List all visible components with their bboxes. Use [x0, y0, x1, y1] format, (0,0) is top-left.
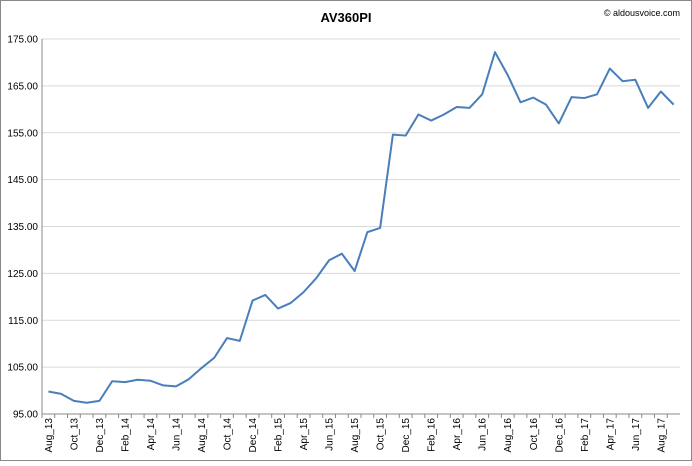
copyright: © aldousvoice.com	[604, 8, 680, 18]
y-tick-label: 95.00	[13, 410, 38, 421]
y-tick-label: 165.00	[7, 81, 38, 92]
x-tick-label: Jun_16	[478, 418, 489, 451]
x-tick-label: Jun_14	[171, 418, 182, 451]
x-tick-label: Feb_14	[120, 418, 131, 452]
x-tick-label: Feb_16	[427, 418, 438, 452]
x-tick-label: Apr_14	[146, 418, 157, 451]
x-tick-label: Jun_15	[325, 418, 336, 451]
y-tick-label: 175.00	[7, 35, 38, 46]
x-tick-label: Oct_13	[69, 418, 80, 451]
x-tick-label: Aug_16	[503, 418, 514, 453]
x-tick-label: Aug_17	[656, 418, 667, 453]
x-tick-label: Dec_14	[248, 418, 259, 453]
series-line	[48, 51, 675, 404]
y-tick-label: 125.00	[7, 269, 38, 280]
y-tick-label: 135.00	[7, 222, 38, 233]
y-tick-label: 155.00	[7, 128, 38, 139]
x-tick-label: Apr_15	[299, 418, 310, 451]
x-tick-label: Aug_15	[350, 418, 361, 453]
x-tick-label: Oct_15	[376, 418, 387, 451]
x-tick-label: Feb_17	[580, 418, 591, 452]
x-tick-label: Jun_17	[631, 418, 642, 451]
y-tick-label: 145.00	[7, 175, 38, 186]
y-tick-label: 105.00	[7, 363, 38, 374]
y-tick-label: 115.00	[8, 316, 38, 327]
x-tick-label: Feb_15	[274, 418, 285, 452]
x-tick-label: Dec_13	[95, 418, 106, 453]
x-tick-label: Dec_15	[401, 418, 412, 453]
chart-title: AV360PI	[320, 10, 371, 25]
x-tick-label: Oct_16	[529, 418, 540, 451]
x-tick-label: Aug_13	[44, 418, 55, 453]
x-tick-label: Apr_17	[605, 418, 616, 451]
x-tick-label: Oct_14	[223, 418, 234, 451]
x-tick-label: Dec_16	[554, 418, 565, 453]
x-tick-label: Apr_16	[452, 418, 463, 451]
x-tick-label: Aug_14	[197, 418, 208, 453]
